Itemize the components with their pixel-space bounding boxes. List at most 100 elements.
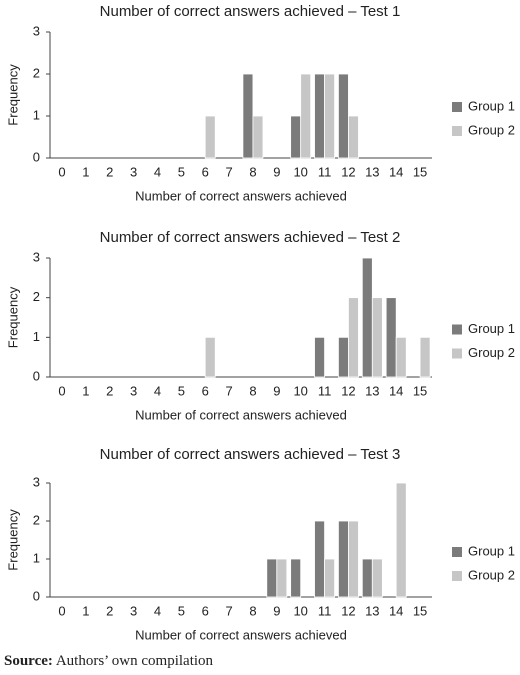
x-tick-label: 3 <box>130 383 137 398</box>
legend-label: Group 2 <box>468 567 515 582</box>
bar <box>324 73 335 159</box>
legend-swatch <box>452 348 462 359</box>
legend-swatch <box>452 547 462 557</box>
chart-title: Number of correct answers achieved – Tes… <box>100 446 401 463</box>
bar <box>338 520 349 598</box>
source-text: Authors’ own compilation <box>56 653 214 669</box>
x-tick-label: 6 <box>202 164 209 179</box>
x-tick-label: 0 <box>58 383 65 398</box>
x-tick-label: 8 <box>249 383 256 398</box>
legend-swatch <box>452 126 462 136</box>
x-tick-label: 2 <box>106 164 113 179</box>
bar <box>324 558 335 598</box>
y-tick-label: 0 <box>33 149 40 164</box>
y-axis-title: Frequency <box>5 509 20 571</box>
y-tick-label: 0 <box>33 368 40 383</box>
x-tick-label: 1 <box>82 164 89 179</box>
x-tick-label: 15 <box>413 164 427 179</box>
legend-label: Group 2 <box>468 345 515 360</box>
x-tick-label: 4 <box>154 383 161 398</box>
y-tick-label: 2 <box>33 512 40 527</box>
x-tick-label: 15 <box>413 383 427 398</box>
x-tick-label: 10 <box>293 164 307 179</box>
x-tick-label: 9 <box>273 164 280 179</box>
bar <box>338 336 349 378</box>
x-tick-label: 6 <box>202 383 209 398</box>
x-tick-label: 9 <box>273 603 280 618</box>
x-tick-label: 9 <box>273 383 280 398</box>
x-tick-label: 10 <box>293 383 307 398</box>
x-tick-label: 12 <box>341 164 355 179</box>
x-tick-label: 8 <box>249 164 256 179</box>
x-tick-label: 0 <box>58 603 65 618</box>
bar <box>204 115 216 159</box>
legend-swatch <box>452 102 462 112</box>
x-axis-title: Number of correct answers achieved <box>135 627 347 642</box>
legend-swatch <box>452 571 462 581</box>
x-tick-label: 13 <box>365 603 379 618</box>
x-tick-label: 4 <box>154 164 161 179</box>
y-tick-label: 1 <box>33 107 40 122</box>
y-tick-label: 2 <box>33 65 40 80</box>
bar <box>204 336 216 378</box>
chart-title: Number of correct answers achieved – Tes… <box>100 3 401 20</box>
y-tick-label: 2 <box>33 289 40 304</box>
y-axis-title: Frequency <box>5 286 20 348</box>
x-tick-label: 12 <box>341 603 355 618</box>
bar <box>276 558 288 598</box>
bar <box>266 558 278 598</box>
x-tick-label: 7 <box>225 383 232 398</box>
source-label: Source: <box>4 653 53 669</box>
x-tick-label: 8 <box>249 603 256 618</box>
y-tick-label: 3 <box>33 23 40 38</box>
bar <box>395 336 407 378</box>
bar <box>314 520 325 598</box>
bar <box>348 115 359 159</box>
x-tick-label: 14 <box>389 164 403 179</box>
bar <box>290 558 302 598</box>
bar <box>371 297 383 378</box>
bar <box>395 482 407 598</box>
y-tick-label: 1 <box>33 329 40 344</box>
x-tick-label: 11 <box>318 164 332 179</box>
x-tick-label: 5 <box>178 164 185 179</box>
bar <box>419 336 431 378</box>
bar <box>361 558 373 598</box>
bar <box>300 73 312 159</box>
legend-label: Group 1 <box>468 321 515 336</box>
x-tick-label: 14 <box>389 383 403 398</box>
bar <box>314 336 325 378</box>
x-tick-label: 11 <box>318 603 332 618</box>
bar <box>371 558 383 598</box>
bar <box>290 115 302 159</box>
bar <box>348 297 359 378</box>
chart-title: Number of correct answers achieved – Tes… <box>100 229 401 246</box>
x-tick-label: 0 <box>58 164 65 179</box>
y-tick-label: 0 <box>33 588 40 603</box>
x-tick-label: 5 <box>178 383 185 398</box>
x-tick-label: 3 <box>130 164 137 179</box>
x-tick-label: 4 <box>154 603 161 618</box>
legend-label: Group 2 <box>468 122 515 137</box>
x-tick-label: 5 <box>178 603 185 618</box>
x-tick-label: 1 <box>82 603 89 618</box>
x-tick-label: 13 <box>365 383 379 398</box>
bar <box>385 297 397 378</box>
legend-label: Group 1 <box>468 543 515 558</box>
x-tick-label: 6 <box>202 603 209 618</box>
x-tick-label: 7 <box>225 603 232 618</box>
x-tick-label: 2 <box>106 603 113 618</box>
y-axis-title: Frequency <box>5 64 20 126</box>
bar <box>252 115 264 159</box>
x-tick-label: 1 <box>82 383 89 398</box>
x-axis-title: Number of correct answers achieved <box>135 188 347 203</box>
x-tick-label: 10 <box>293 603 307 618</box>
source: Source: Authors’ own compilation <box>4 653 214 669</box>
bar <box>361 257 373 378</box>
x-tick-label: 3 <box>130 603 137 618</box>
y-tick-label: 3 <box>33 474 40 489</box>
legend-swatch <box>452 324 462 335</box>
x-axis-title: Number of correct answers achieved <box>135 407 347 422</box>
bar <box>338 73 349 159</box>
